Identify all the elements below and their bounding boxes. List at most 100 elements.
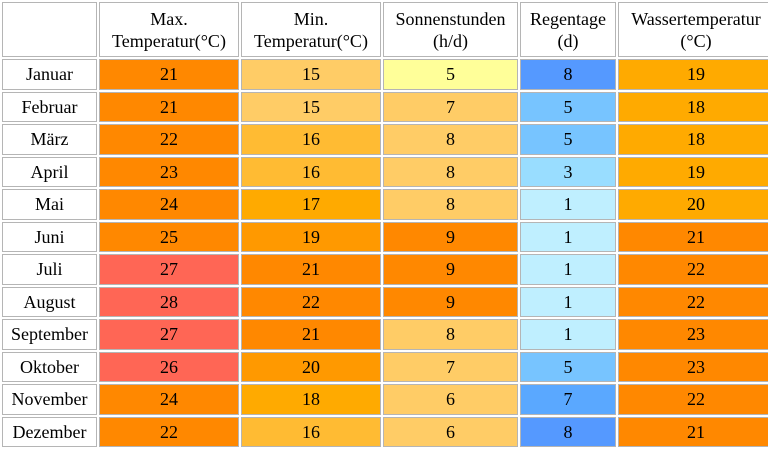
sun-hours-cell: 8 <box>383 124 518 155</box>
header-min-temp: Min. Temperatur(°C) <box>241 2 381 57</box>
month-cell: Juli <box>2 254 97 285</box>
header-max-temp-line1: Max. <box>150 8 188 29</box>
water-temp-cell: 18 <box>618 124 768 155</box>
max-temp-cell: 22 <box>99 124 239 155</box>
water-temp-cell: 23 <box>618 319 768 350</box>
max-temp-cell: 28 <box>99 286 239 317</box>
rain-days-cell: 1 <box>520 254 616 285</box>
sun-hours-cell: 6 <box>383 416 518 447</box>
sun-hours-cell: 8 <box>383 189 518 220</box>
table-body: Januar 21 15 5 8 19 Februar 21 15 7 5 18 März 22 16 8 5 1… <box>2 59 768 447</box>
max-temp-cell: 27 <box>99 254 239 285</box>
month-cell: März <box>2 124 97 155</box>
month-cell: Mai <box>2 189 97 220</box>
table-row: März 22 16 8 5 18 <box>2 124 768 155</box>
table-row: August 28 22 9 1 22 <box>2 286 768 317</box>
table-row: Februar 21 15 7 5 18 <box>2 91 768 122</box>
rain-days-cell: 1 <box>520 286 616 317</box>
header-water-temp: Wassertemperatur (°C) <box>618 2 768 57</box>
header-min-temp-line2: Temperatur(°C) <box>254 30 368 51</box>
water-temp-cell: 22 <box>618 384 768 415</box>
min-temp-cell: 19 <box>241 221 381 252</box>
sun-hours-cell: 8 <box>383 319 518 350</box>
rain-days-cell: 1 <box>520 221 616 252</box>
rain-days-cell: 5 <box>520 124 616 155</box>
water-temp-cell: 22 <box>618 286 768 317</box>
water-temp-cell: 21 <box>618 416 768 447</box>
water-temp-cell: 22 <box>618 254 768 285</box>
water-temp-cell: 21 <box>618 221 768 252</box>
header-sun-hours: Sonnenstunden (h/d) <box>383 2 518 57</box>
table-header: Max. Temperatur(°C) Min. Temperatur(°C) So… <box>2 2 768 57</box>
min-temp-cell: 22 <box>241 286 381 317</box>
month-cell: November <box>2 384 97 415</box>
month-cell: April <box>2 156 97 187</box>
min-temp-cell: 16 <box>241 124 381 155</box>
month-cell: Oktober <box>2 351 97 382</box>
month-cell: Februar <box>2 91 97 122</box>
sun-hours-cell: 7 <box>383 351 518 382</box>
header-min-temp-line1: Min. <box>293 8 329 29</box>
max-temp-cell: 24 <box>99 189 239 220</box>
sun-hours-cell: 7 <box>383 91 518 122</box>
rain-days-cell: 1 <box>520 189 616 220</box>
max-temp-cell: 27 <box>99 319 239 350</box>
month-cell: August <box>2 286 97 317</box>
header-max-temp-line2: Temperatur(°C) <box>112 30 226 51</box>
water-temp-cell: 18 <box>618 91 768 122</box>
max-temp-cell: 21 <box>99 59 239 90</box>
min-temp-cell: 20 <box>241 351 381 382</box>
header-water-temp-line1: Wassertemperatur <box>631 8 761 29</box>
max-temp-cell: 25 <box>99 221 239 252</box>
max-temp-cell: 23 <box>99 156 239 187</box>
table-row: Mai 24 17 8 1 20 <box>2 189 768 220</box>
max-temp-cell: 24 <box>99 384 239 415</box>
water-temp-cell: 20 <box>618 189 768 220</box>
table-row: Juli 27 21 9 1 22 <box>2 254 768 285</box>
month-cell: Januar <box>2 59 97 90</box>
table-row: September 27 21 8 1 23 <box>2 319 768 350</box>
rain-days-cell: 5 <box>520 351 616 382</box>
sun-hours-cell: 8 <box>383 156 518 187</box>
min-temp-cell: 16 <box>241 156 381 187</box>
min-temp-cell: 15 <box>241 91 381 122</box>
table-row: Juni 25 19 9 1 21 <box>2 221 768 252</box>
min-temp-cell: 17 <box>241 189 381 220</box>
month-cell: Dezember <box>2 416 97 447</box>
min-temp-cell: 21 <box>241 254 381 285</box>
corner-cell <box>2 2 97 57</box>
header-rain-days-line1: Regentage <box>530 8 606 29</box>
rain-days-cell: 5 <box>520 91 616 122</box>
rain-days-cell: 1 <box>520 319 616 350</box>
header-row: Max. Temperatur(°C) Min. Temperatur(°C) So… <box>2 2 768 57</box>
rain-days-cell: 8 <box>520 59 616 90</box>
max-temp-cell: 22 <box>99 416 239 447</box>
water-temp-cell: 19 <box>618 156 768 187</box>
rain-days-cell: 8 <box>520 416 616 447</box>
header-rain-days-line2: (d) <box>557 30 579 51</box>
sun-hours-cell: 5 <box>383 59 518 90</box>
min-temp-cell: 21 <box>241 319 381 350</box>
sun-hours-cell: 9 <box>383 254 518 285</box>
header-water-temp-line2: (°C) <box>680 30 712 51</box>
table-row: April 23 16 8 3 19 <box>2 156 768 187</box>
header-rain-days: Regentage (d) <box>520 2 616 57</box>
min-temp-cell: 18 <box>241 384 381 415</box>
sun-hours-cell: 9 <box>383 286 518 317</box>
header-max-temp: Max. Temperatur(°C) <box>99 2 239 57</box>
min-temp-cell: 15 <box>241 59 381 90</box>
table-row: Oktober 26 20 7 5 23 <box>2 351 768 382</box>
header-sun-hours-line2: (h/d) <box>433 30 468 51</box>
sun-hours-cell: 6 <box>383 384 518 415</box>
rain-days-cell: 3 <box>520 156 616 187</box>
min-temp-cell: 16 <box>241 416 381 447</box>
table-row: Dezember 22 16 6 8 21 <box>2 416 768 447</box>
month-cell: Juni <box>2 221 97 252</box>
month-cell: September <box>2 319 97 350</box>
header-sun-hours-line1: Sonnenstunden <box>395 8 506 29</box>
max-temp-cell: 21 <box>99 91 239 122</box>
sun-hours-cell: 9 <box>383 221 518 252</box>
water-temp-cell: 23 <box>618 351 768 382</box>
rain-days-cell: 7 <box>520 384 616 415</box>
